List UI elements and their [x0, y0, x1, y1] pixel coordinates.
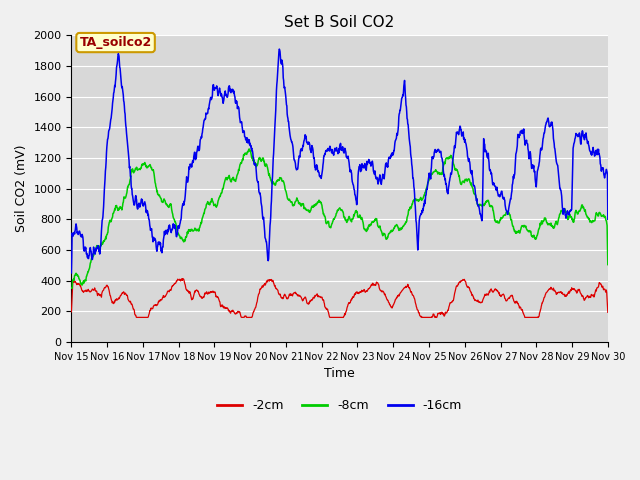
Y-axis label: Soil CO2 (mV): Soil CO2 (mV) — [15, 145, 28, 232]
Legend: -2cm, -8cm, -16cm: -2cm, -8cm, -16cm — [212, 394, 467, 417]
Title: Set B Soil CO2: Set B Soil CO2 — [285, 15, 395, 30]
X-axis label: Time: Time — [324, 367, 355, 380]
Text: TA_soilco2: TA_soilco2 — [79, 36, 152, 49]
